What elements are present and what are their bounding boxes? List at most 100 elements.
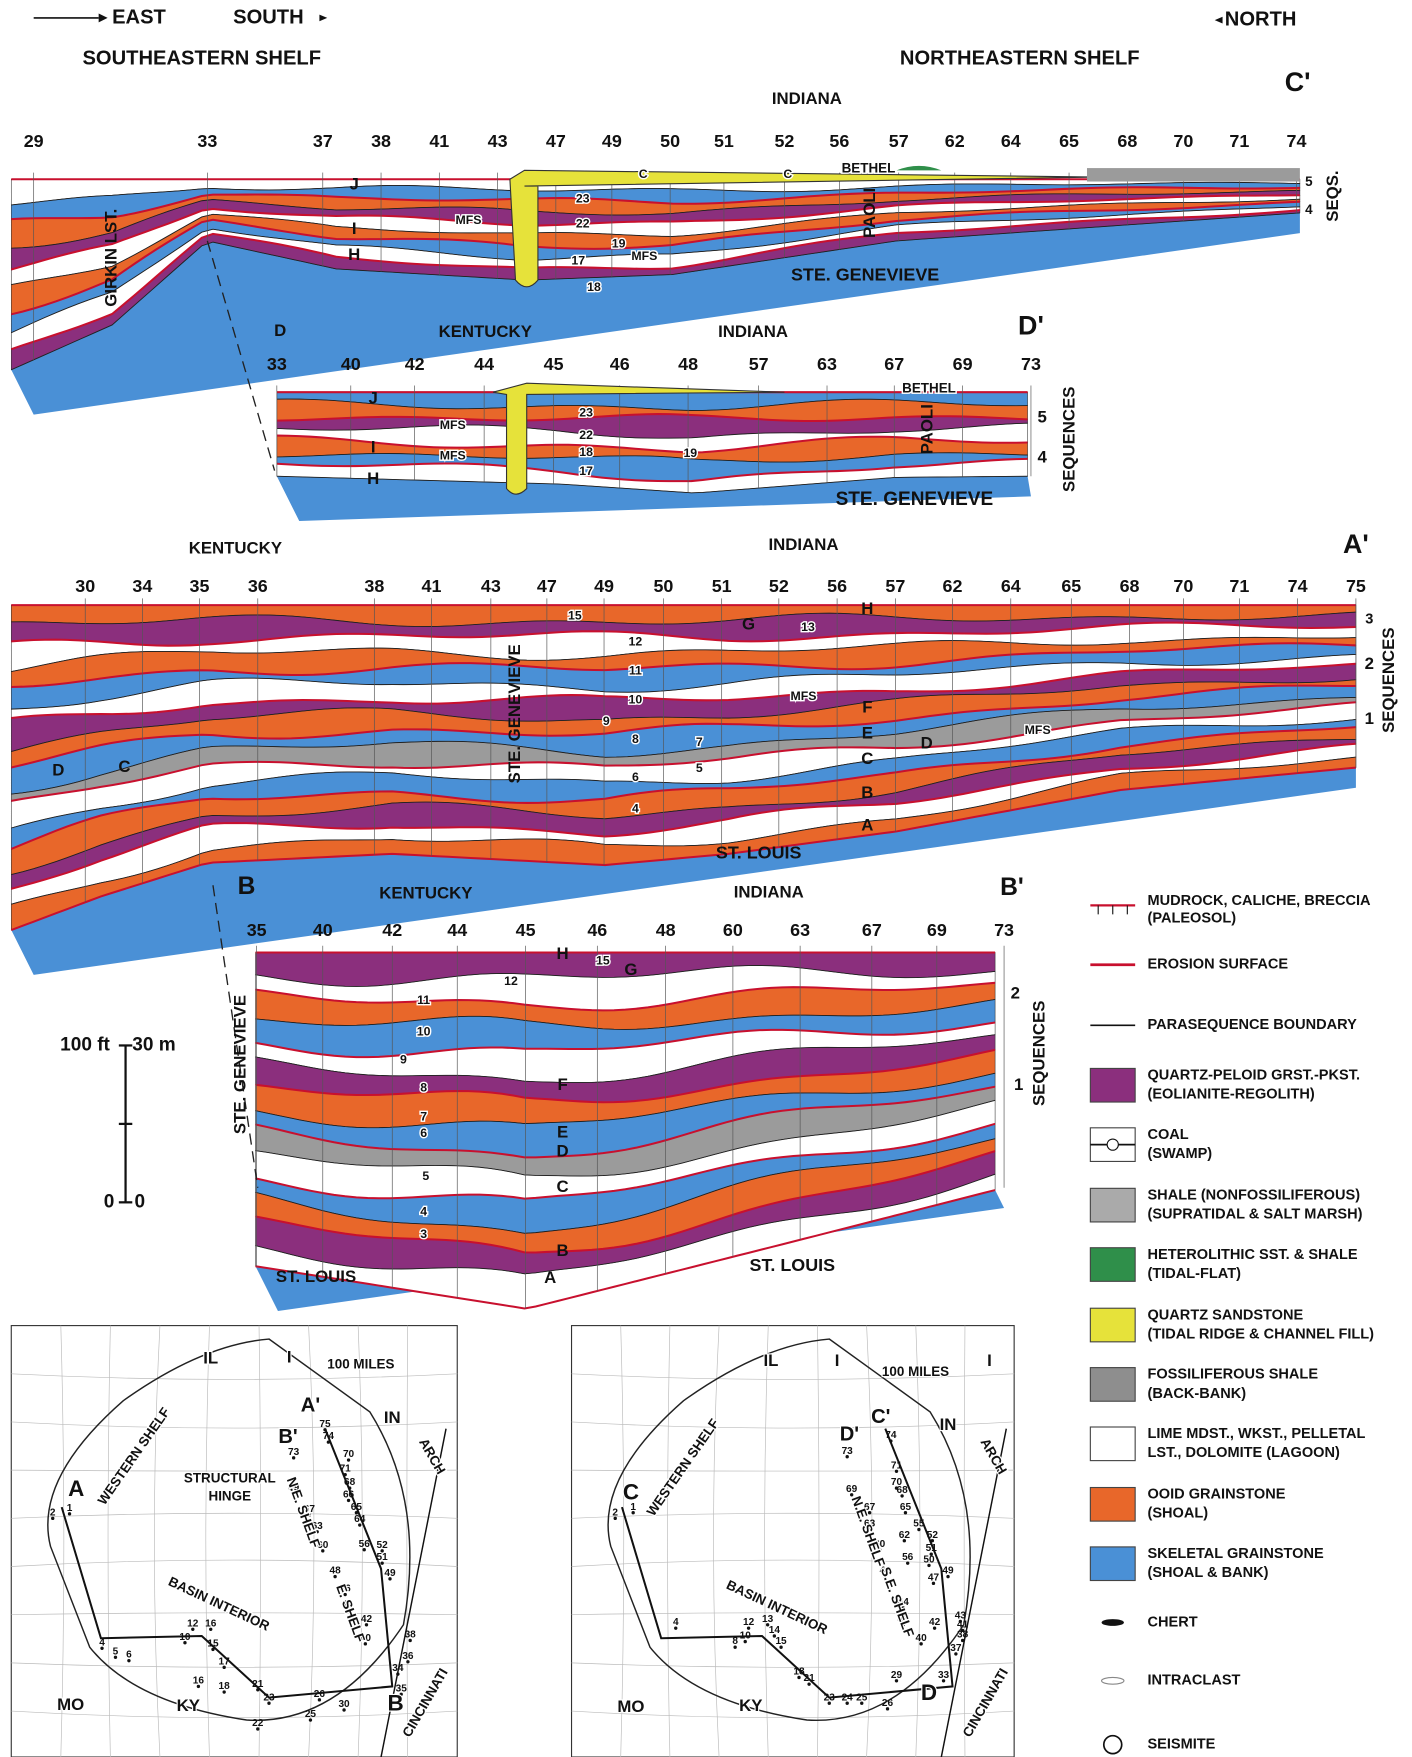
map-well-number: 15 (207, 1638, 219, 1649)
legend-sublabel: (TIDAL RIDGE & CHANNEL FILL) (1147, 1326, 1374, 1342)
map-well-number: 25 (856, 1692, 868, 1703)
legend: MUDROCK, CALICHE, BRECCIA(PALEOSOL)EROSI… (1090, 893, 1374, 1754)
section-label: E (557, 1122, 568, 1141)
legend-swatch (1090, 1308, 1135, 1342)
map-well-number: 6 (126, 1650, 132, 1661)
direction-label: EAST (112, 6, 166, 28)
section-label: 8 (420, 1080, 427, 1094)
section-label: B (861, 783, 873, 802)
section-label: 7 (696, 735, 703, 749)
section-label: D (52, 760, 64, 779)
map-well-number: 40 (916, 1633, 928, 1644)
scale-label: 0 (135, 1191, 146, 1212)
map-label: MO (617, 1697, 644, 1716)
legend-label: SHALE (NONFOSSILIFEROUS) (1147, 1187, 1360, 1203)
well-number: 47 (537, 576, 557, 596)
map-label: MO (57, 1695, 84, 1714)
well-number: 42 (382, 920, 402, 940)
section-label: 7 (420, 1109, 427, 1123)
well-number: 35 (247, 920, 267, 940)
section-label: 4 (420, 1205, 427, 1219)
map-well-number: 26 (314, 1689, 326, 1700)
section-label: SEQUENCES (1029, 1001, 1048, 1106)
legend-sublabel: (EOLIANITE-REGOLITH) (1147, 1087, 1314, 1103)
section-label: INDIANA (718, 322, 788, 341)
section-label: MFS (455, 213, 481, 227)
section-label: ST. LOUIS (716, 843, 802, 863)
map-well-number: 30 (338, 1699, 350, 1710)
well-number: 71 (1229, 576, 1249, 596)
map-well-number: 69 (846, 1484, 858, 1495)
map-well-number: 52 (927, 1530, 939, 1541)
section-label: INDIANA (772, 89, 842, 108)
map-well-number: 64 (354, 1514, 366, 1525)
section-label: I (352, 219, 357, 238)
scale-label: 30 m (132, 1034, 175, 1055)
map-well-number: 18 (219, 1681, 231, 1692)
section-label: A (544, 1268, 556, 1287)
section-label: C' (1285, 67, 1311, 97)
well-number: 51 (714, 131, 734, 151)
map-label: IN (384, 1408, 401, 1427)
section-label: J (369, 388, 378, 407)
map-well-number: 14 (769, 1625, 781, 1636)
well-number: 60 (723, 920, 743, 940)
section-label: PAOLI (917, 404, 936, 454)
well-number: 56 (827, 576, 847, 596)
well-number: 44 (474, 354, 494, 374)
map-well-number: 12 (743, 1617, 755, 1628)
well-number: 52 (769, 576, 789, 596)
legend-sublabel: (SWAMP) (1147, 1146, 1212, 1162)
legend-label: SEISMITE (1147, 1737, 1215, 1753)
section-label: 22 (579, 428, 593, 442)
figure: EAST SOUTH NORTH SOUTHEASTERN SHELF NORT… (0, 0, 1412, 1757)
section-label: 4 (632, 801, 639, 815)
map-well-number: 38 (405, 1630, 417, 1641)
section-label: 11 (629, 663, 642, 677)
legend-label: FOSSILIFEROUS SHALE (1147, 1367, 1318, 1383)
well-number: 36 (248, 576, 268, 596)
well-number: 70 (1173, 576, 1193, 596)
header: EAST SOUTH NORTH SOUTHEASTERN SHELF NORT… (34, 6, 1297, 69)
map-well-number: 70 (343, 1449, 355, 1460)
legend-swatch (1090, 1188, 1135, 1222)
map-well-number: 56 (359, 1539, 371, 1550)
section-label: 10 (417, 1024, 431, 1038)
map-well-number: 37 (950, 1643, 962, 1654)
section-label: SEQS. (1323, 170, 1342, 221)
section-label: C (118, 757, 130, 776)
section-label: KENTUCKY (439, 322, 532, 341)
well-number: 50 (653, 576, 673, 596)
map-label: C' (871, 1406, 890, 1428)
legend-sublabel: (TIDAL-FLAT) (1147, 1266, 1241, 1282)
section-label: MFS (440, 418, 466, 432)
map-well-number: 2 (612, 1507, 618, 1518)
section-label: 15 (596, 954, 610, 968)
well-number: 48 (678, 354, 698, 374)
map-well-number: 10 (740, 1631, 752, 1642)
section-label: 5 (1305, 174, 1313, 189)
section-label: 9 (603, 714, 610, 728)
legend-symbol (1102, 1677, 1124, 1684)
well-number: 65 (1059, 131, 1079, 151)
well-number: 38 (364, 576, 384, 596)
region-title: SOUTHEASTERN SHELF (82, 48, 321, 70)
scale-bar: 100 ft 30 m 0 0 (60, 1034, 176, 1212)
legend-label: COAL (1147, 1127, 1188, 1143)
section-label: BETHEL (842, 161, 896, 176)
map-well-number: 74 (323, 1431, 335, 1442)
well-number: 73 (994, 920, 1014, 940)
map-well-number: 16 (193, 1675, 205, 1686)
legend-label: EROSION SURFACE (1147, 957, 1288, 973)
legend-label: QUARTZ SANDSTONE (1147, 1307, 1303, 1323)
map-well-number: 66 (343, 1489, 355, 1500)
map-well-number: 21 (803, 1673, 815, 1684)
cross-sections: 2933373841434749505152565762646568707174… (11, 67, 1398, 1311)
well-number: 52 (774, 131, 794, 151)
well-number: 45 (516, 920, 536, 940)
section-label: C (639, 167, 648, 181)
legend-swatch (1090, 1427, 1135, 1461)
section-label: 23 (579, 406, 593, 420)
